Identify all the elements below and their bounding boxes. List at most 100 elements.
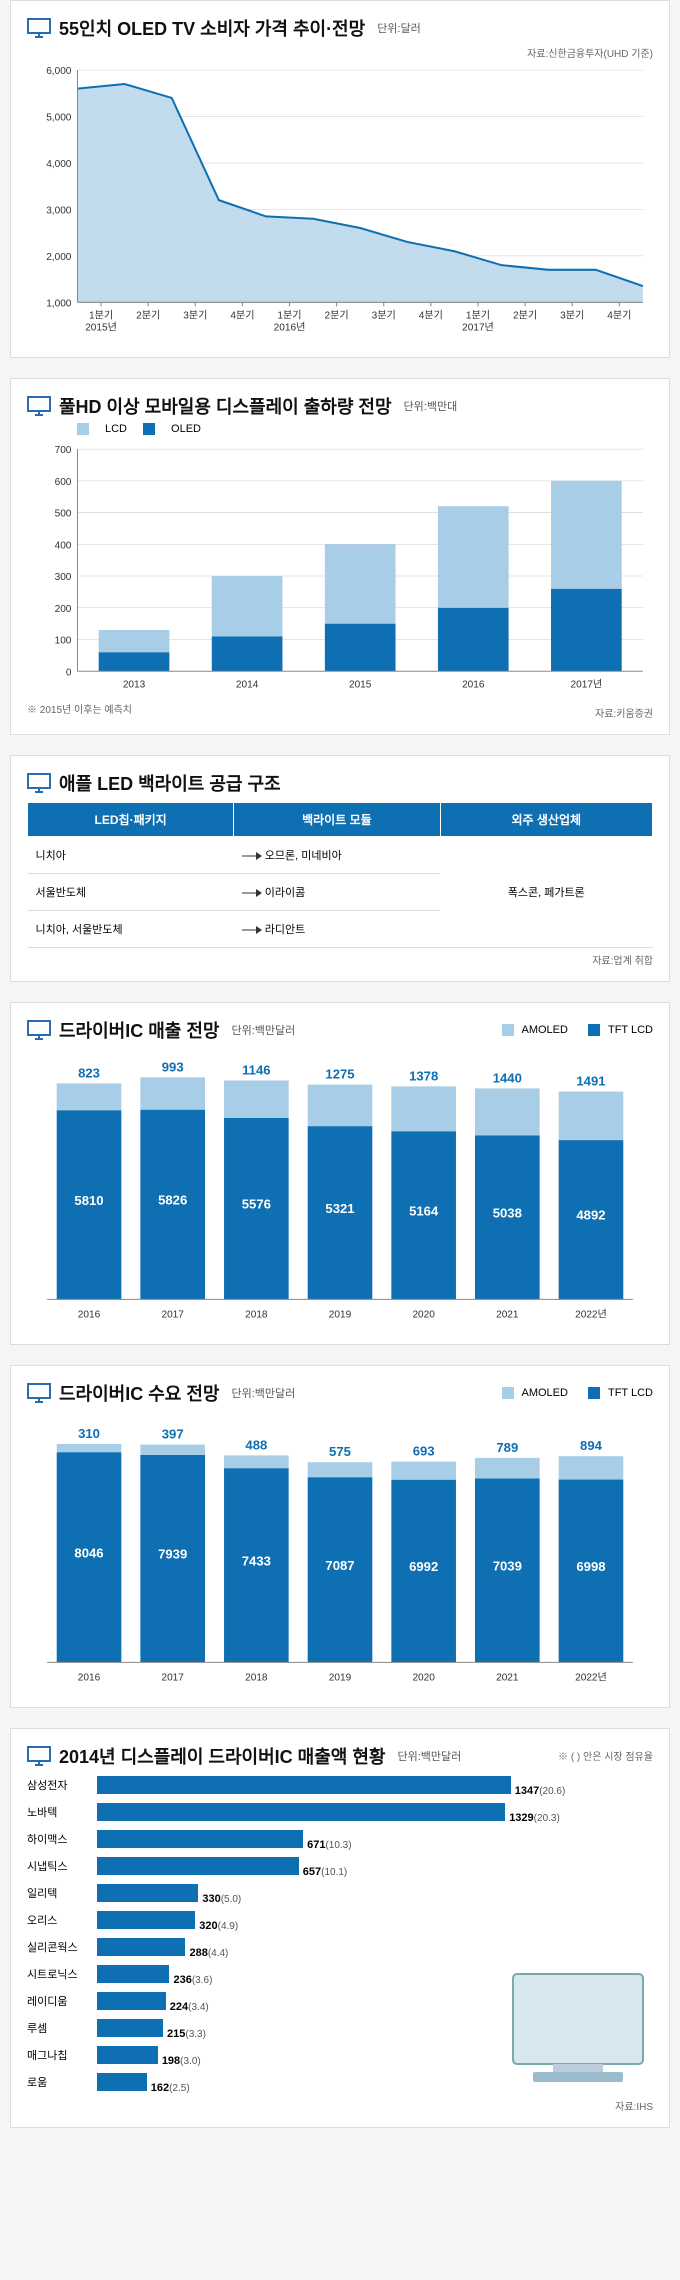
chart6-note2: ※ ( ) 안은 시장 점유율 [558, 1748, 653, 1763]
svg-text:8046: 8046 [74, 1545, 103, 1560]
cell-oem: 폭스콘, 페가트론 [440, 837, 653, 948]
svg-text:2022년: 2022년 [575, 1309, 607, 1321]
svg-text:6998: 6998 [576, 1559, 605, 1574]
monitor-icon [27, 1020, 51, 1040]
hbar-track: 330(5.0) [97, 1884, 653, 1902]
svg-text:6,000: 6,000 [46, 66, 72, 77]
svg-text:2014: 2014 [236, 679, 259, 690]
svg-text:2013: 2013 [123, 679, 146, 690]
svg-text:1378: 1378 [409, 1069, 438, 1084]
svg-text:7087: 7087 [325, 1558, 354, 1573]
chart2-source: 자료:키움증권 [595, 705, 653, 720]
svg-text:1440: 1440 [493, 1071, 522, 1086]
diagram3-title-row: 애플 LED 백라이트 공급 구조 [27, 770, 653, 796]
hbar-track: 657(10.1) [97, 1857, 653, 1875]
hbar-row: 삼성전자1347(20.6) [27, 1773, 653, 1797]
svg-text:4분기: 4분기 [607, 309, 631, 321]
svg-text:4분기: 4분기 [230, 309, 254, 321]
hbar-value: 1329(20.3) [509, 1812, 560, 1824]
hbar-value: 236(3.6) [173, 1974, 212, 1986]
chart4-svg: 5810823201658269932017557611462018532112… [27, 1047, 653, 1330]
legend-oled: OLED [171, 423, 201, 435]
hbar-track: 1347(20.6) [97, 1776, 653, 1794]
hbar-value: 198(3.0) [162, 2055, 201, 2067]
monitor-icon [27, 396, 51, 416]
hbar-label: 로움 [27, 2074, 97, 2090]
svg-text:5826: 5826 [158, 1193, 187, 1208]
svg-text:2017년: 2017년 [462, 322, 494, 334]
hbar [97, 1965, 169, 1983]
svg-text:7433: 7433 [242, 1553, 271, 1568]
svg-text:4892: 4892 [576, 1208, 605, 1223]
chart1-unit: 단위:달러 [377, 20, 421, 36]
chart5-title-row: 드라이버IC 수요 전망 단위:백만달러 AMOLED TFT LCD [27, 1380, 653, 1406]
svg-text:2분기: 2분기 [325, 309, 349, 321]
svg-text:600: 600 [55, 477, 72, 488]
hbar-value: 330(5.0) [202, 1893, 241, 1905]
th-oem: 외주 생산업체 [440, 803, 653, 837]
hbar-row: 오리스320(4.9) [27, 1908, 653, 1932]
supply-table: LED칩·패키지 백라이트 모듈 외주 생산업체 니치아 오므론, 미네비아폭스… [27, 802, 653, 948]
diagram-apple-led-supply: 애플 LED 백라이트 공급 구조 LED칩·패키지 백라이트 모듈 외주 생산… [10, 755, 670, 982]
cell-module: 오므론, 미네비아 [234, 837, 440, 874]
hbar [97, 1830, 303, 1848]
hbar-track: 671(10.3) [97, 1830, 653, 1848]
hbar [97, 2073, 147, 2091]
svg-text:2021: 2021 [496, 1310, 519, 1321]
chart5-svg: 8046310201679393972017743348820187087575… [27, 1410, 653, 1693]
chart1-title: 55인치 OLED TV 소비자 가격 추이·전망 [59, 15, 365, 41]
svg-text:300: 300 [55, 572, 72, 583]
svg-text:3분기: 3분기 [372, 309, 396, 321]
hbar-value: 657(10.1) [303, 1866, 347, 1878]
chart-oled-tv-price: 55인치 OLED TV 소비자 가격 추이·전망 단위:달러 자료:신한금융투… [10, 0, 670, 358]
svg-text:2016: 2016 [462, 679, 485, 690]
chart6-source: 자료:IHS [27, 2098, 653, 2113]
hbar-label: 시냅틱스 [27, 1858, 97, 1874]
chart2-title-row: 풀HD 이상 모바일용 디스플레이 출하량 전망 단위:백만대 [27, 393, 653, 419]
svg-text:2018: 2018 [245, 1673, 268, 1684]
svg-text:5810: 5810 [74, 1193, 103, 1208]
hbar-label: 실리콘웍스 [27, 1939, 97, 1955]
chart6-title-row: 2014년 디스플레이 드라이버IC 매출액 현황 단위:백만달러 ※ ( ) … [27, 1743, 653, 1769]
svg-text:693: 693 [413, 1443, 435, 1458]
diagram3-source: 자료:업계 취합 [27, 952, 653, 967]
chart4-title-row: 드라이버IC 매출 전망 단위:백만달러 AMOLED TFT LCD [27, 1017, 653, 1043]
svg-text:1,000: 1,000 [46, 298, 72, 309]
monitor-icon [27, 1383, 51, 1403]
legend-amoled-swatch [502, 1387, 514, 1399]
chart2-note: ※ 2015년 이후는 예측치 [27, 701, 132, 720]
svg-text:2017: 2017 [161, 1310, 184, 1321]
svg-text:2,000: 2,000 [46, 252, 72, 263]
hbar [97, 1992, 166, 2010]
legend-tft: TFT LCD [608, 1387, 653, 1399]
svg-text:2016: 2016 [78, 1673, 101, 1684]
hbar [97, 2019, 163, 2037]
hbar-row: 노바텍1329(20.3) [27, 1800, 653, 1824]
svg-text:2015년: 2015년 [85, 322, 117, 334]
hbar-value: 224(3.4) [170, 2001, 209, 2013]
svg-text:3분기: 3분기 [183, 309, 207, 321]
svg-text:310: 310 [78, 1426, 100, 1441]
chart1-svg: 1,0002,0003,0004,0005,0006,0001분기2015년2분… [27, 60, 653, 343]
svg-text:5038: 5038 [493, 1206, 522, 1221]
chart2-title: 풀HD 이상 모바일용 디스플레이 출하량 전망 [59, 393, 392, 419]
svg-text:823: 823 [78, 1066, 100, 1081]
chart5-unit: 단위:백만달러 [231, 1385, 295, 1401]
legend-tft: TFT LCD [608, 1024, 653, 1036]
chart4-unit: 단위:백만달러 [231, 1022, 295, 1038]
chart-driver-ic-revenue: 드라이버IC 매출 전망 단위:백만달러 AMOLED TFT LCD 5810… [10, 1002, 670, 1345]
svg-text:3분기: 3분기 [560, 309, 584, 321]
svg-text:2020: 2020 [412, 1310, 435, 1321]
chart2-legend: LCD OLED [77, 423, 653, 435]
svg-text:397: 397 [162, 1426, 184, 1441]
svg-text:2015: 2015 [349, 679, 372, 690]
hbar-value: 320(4.9) [199, 1920, 238, 1932]
svg-text:1분기: 1분기 [466, 309, 490, 321]
chart6-title: 2014년 디스플레이 드라이버IC 매출액 현황 [59, 1743, 385, 1769]
chart-mobile-display-shipments: 풀HD 이상 모바일용 디스플레이 출하량 전망 단위:백만대 LCD OLED… [10, 378, 670, 736]
hbar-row: 하이맥스671(10.3) [27, 1827, 653, 1851]
svg-text:200: 200 [55, 604, 72, 615]
legend-amoled-swatch [502, 1024, 514, 1036]
diagram3-title: 애플 LED 백라이트 공급 구조 [59, 770, 281, 796]
svg-text:993: 993 [162, 1059, 184, 1074]
